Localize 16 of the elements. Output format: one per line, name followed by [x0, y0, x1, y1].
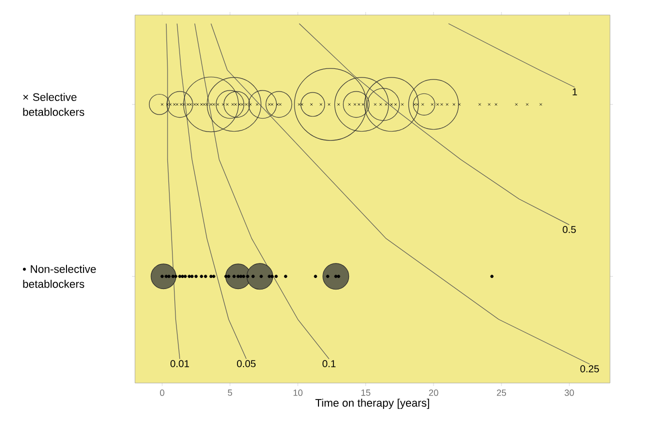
x-tick-label: 10: [294, 390, 302, 396]
annotation: 0.5: [562, 226, 576, 234]
x-tick-label: 0: [160, 390, 164, 396]
x-tick-label: 20: [429, 390, 438, 396]
annotation: 0.01: [170, 360, 190, 368]
y-tick-label: × Selective betablockers: [23, 92, 84, 116]
x-tick-label: 25: [496, 390, 506, 396]
annotation: 0.25: [580, 365, 599, 372]
annotation: 0.1: [322, 360, 336, 368]
annotation: 0.05: [236, 360, 256, 368]
y-tick-label: • Non-selective betablockers: [22, 264, 96, 288]
x-tick-label: 15: [361, 390, 370, 396]
x-tick-label: 30: [564, 390, 574, 396]
annotation: 1: [572, 88, 578, 96]
x-axis-title: Time on therapy [years]: [315, 398, 430, 409]
x-tick-label: 5: [228, 390, 232, 396]
